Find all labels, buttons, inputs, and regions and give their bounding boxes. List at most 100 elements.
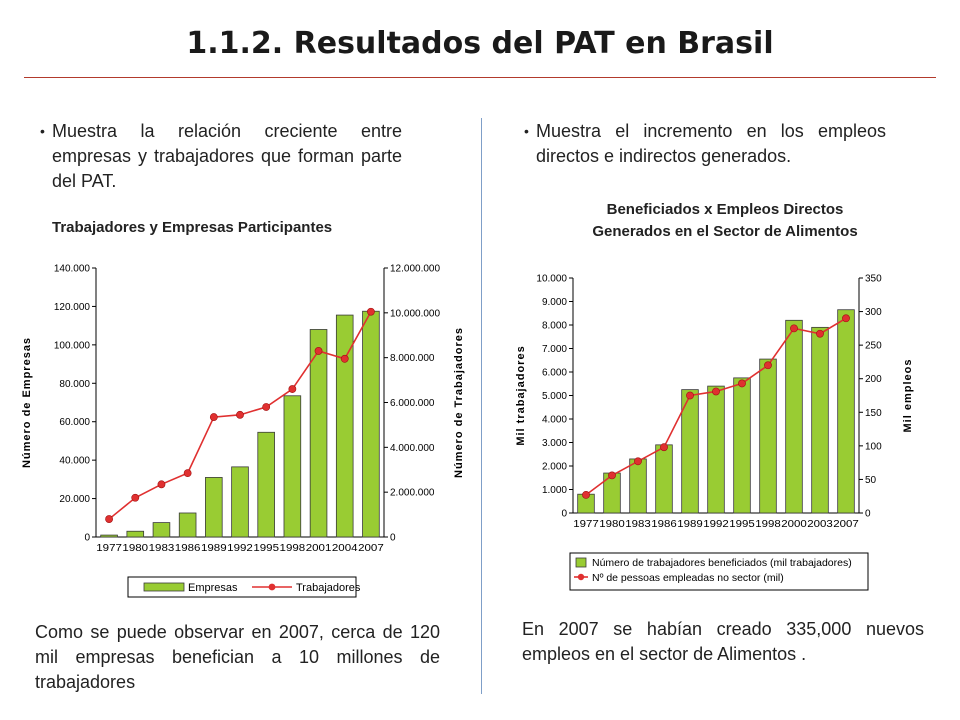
right-chart-title-line2: Generados en el Sector de Alimentos xyxy=(592,223,858,240)
y-tick-label-left: 40.000 xyxy=(59,456,90,467)
x-tick-label: 1977 xyxy=(96,543,122,554)
y-tick-label-left: 2.000 xyxy=(542,462,567,473)
x-tick-label: 2000 xyxy=(781,519,807,530)
line-point xyxy=(634,457,642,466)
x-tick-label: 1980 xyxy=(122,543,148,554)
bar xyxy=(126,530,145,538)
line-point xyxy=(686,391,694,400)
line-point xyxy=(712,387,720,396)
bar xyxy=(257,431,275,538)
x-tick-label: 1977 xyxy=(573,519,599,530)
line-point xyxy=(131,493,140,502)
x-tick-label: 1986 xyxy=(175,543,201,554)
y-axis-label-right: Número de Trabajadores xyxy=(453,327,465,478)
employment-chart: 0 1.000 2.000 3.000 4.000 5.000 6.000 7.000 8.00… xyxy=(515,274,914,591)
bar xyxy=(335,314,354,538)
y-tick-label-left: 80.000 xyxy=(59,379,90,390)
y-tick-label-left: 20.000 xyxy=(59,494,90,505)
y-tick-label-right: 250 xyxy=(865,341,882,352)
line-point xyxy=(764,361,772,370)
y-tick-label-left: 6.000 xyxy=(542,368,567,379)
line-point xyxy=(738,379,746,388)
x-tick-label: 1998 xyxy=(755,519,781,530)
line-point xyxy=(262,403,271,411)
line-point xyxy=(582,490,590,499)
bullet-dot: • xyxy=(524,123,529,139)
y-tick-label-right: 200 xyxy=(865,374,882,385)
y-tick-label-right: 150 xyxy=(865,408,882,419)
y-axis-label-left: Mil trabajadores xyxy=(515,345,527,445)
y-tick-label-left: 5.000 xyxy=(542,391,567,402)
y-tick-label-right: 12.000.000 xyxy=(390,264,440,275)
x-tick-label: 1989 xyxy=(201,543,227,554)
x-tick-label: 1983 xyxy=(149,543,175,554)
line-point xyxy=(288,385,297,393)
line-point xyxy=(367,307,375,316)
bar xyxy=(152,522,171,538)
y-tick-label-left: 4.000 xyxy=(542,415,567,426)
y-tick-label-right: 6.000.000 xyxy=(390,398,435,409)
legend-label: Empresas xyxy=(188,582,238,594)
legend-line-marker xyxy=(577,573,585,581)
y-tick-label-left: 8.000 xyxy=(542,321,567,332)
bar xyxy=(309,329,328,538)
y-tick-label-left: 100.000 xyxy=(54,340,91,351)
line-point xyxy=(105,515,113,523)
legend-label: Nº de pessoas empleadas no sector (mil) xyxy=(592,572,784,584)
legend-bar-swatch xyxy=(143,582,185,592)
line-point xyxy=(790,324,798,333)
y-tick-label-right: 4.000.000 xyxy=(390,443,435,454)
y-tick-label-right: 100 xyxy=(865,441,882,452)
bar xyxy=(707,385,725,514)
bar xyxy=(759,358,777,514)
line-point xyxy=(157,480,166,489)
right-chart-title: Beneficiados x Empleos Directos Generado… xyxy=(515,199,935,243)
line-point xyxy=(608,471,616,480)
y-tick-label-right: 300 xyxy=(865,307,882,318)
y-axis-label-left: Número de Empresas xyxy=(21,337,33,468)
left-bullet-text: Muestra la relación creciente entre empr… xyxy=(52,121,402,191)
bar xyxy=(655,444,673,514)
y-tick-label-right: 0 xyxy=(390,533,396,544)
x-tick-label: 1998 xyxy=(280,543,306,554)
left-footnote: Como se puede observar en 2007, cerca de… xyxy=(35,622,440,692)
x-tick-label: 2004 xyxy=(332,543,358,554)
y-tick-label-left: 1.000 xyxy=(542,485,567,496)
line-point xyxy=(340,354,349,363)
left-bullet: • Muestra la relación creciente entre em… xyxy=(40,119,402,194)
y-tick-label-left: 7.000 xyxy=(542,344,567,355)
legend-line-marker xyxy=(268,583,276,591)
y-tick-label-left: 140.000 xyxy=(54,264,91,275)
x-tick-label: 1989 xyxy=(677,519,703,530)
y-tick-label-right: 50 xyxy=(865,475,877,486)
line-point xyxy=(842,314,850,323)
line-point xyxy=(183,469,192,478)
bar xyxy=(733,377,751,514)
legend-bar-swatch xyxy=(575,557,587,568)
bar xyxy=(100,534,118,538)
slide-title: 1.1.2. Resultados del PAT en Brasil xyxy=(186,26,774,61)
legend-box xyxy=(127,576,357,598)
y-tick-label-right: 10.000.000 xyxy=(390,308,440,319)
line-point xyxy=(660,443,668,452)
bar xyxy=(837,309,855,514)
right-footnote: En 2007 se habían creado 335,000 nuevos … xyxy=(522,619,924,664)
bar xyxy=(231,466,249,538)
y-tick-label-left: 120.000 xyxy=(54,302,91,313)
column-divider xyxy=(481,118,482,694)
bar xyxy=(629,458,647,514)
y-tick-label-left: 9.000 xyxy=(542,297,567,308)
y-tick-label-right: 2.000.000 xyxy=(390,488,435,499)
x-tick-label: 2003 xyxy=(807,519,833,530)
x-tick-label: 1983 xyxy=(625,519,651,530)
right-chart-title-line1: Beneficiados x Empleos Directos xyxy=(606,201,844,218)
right-bullet-text: Muestra el incremento en los empleos dir… xyxy=(536,121,886,166)
x-tick-label: 2001 xyxy=(306,543,332,554)
x-tick-label: 2007 xyxy=(358,543,384,554)
y-tick-label-right: 0 xyxy=(865,509,871,520)
x-tick-label: 2007 xyxy=(833,519,859,530)
bar xyxy=(283,395,302,538)
line-point xyxy=(236,410,244,419)
x-tick-label: 1992 xyxy=(703,519,729,530)
y-tick-label-left: 0 xyxy=(84,533,90,544)
